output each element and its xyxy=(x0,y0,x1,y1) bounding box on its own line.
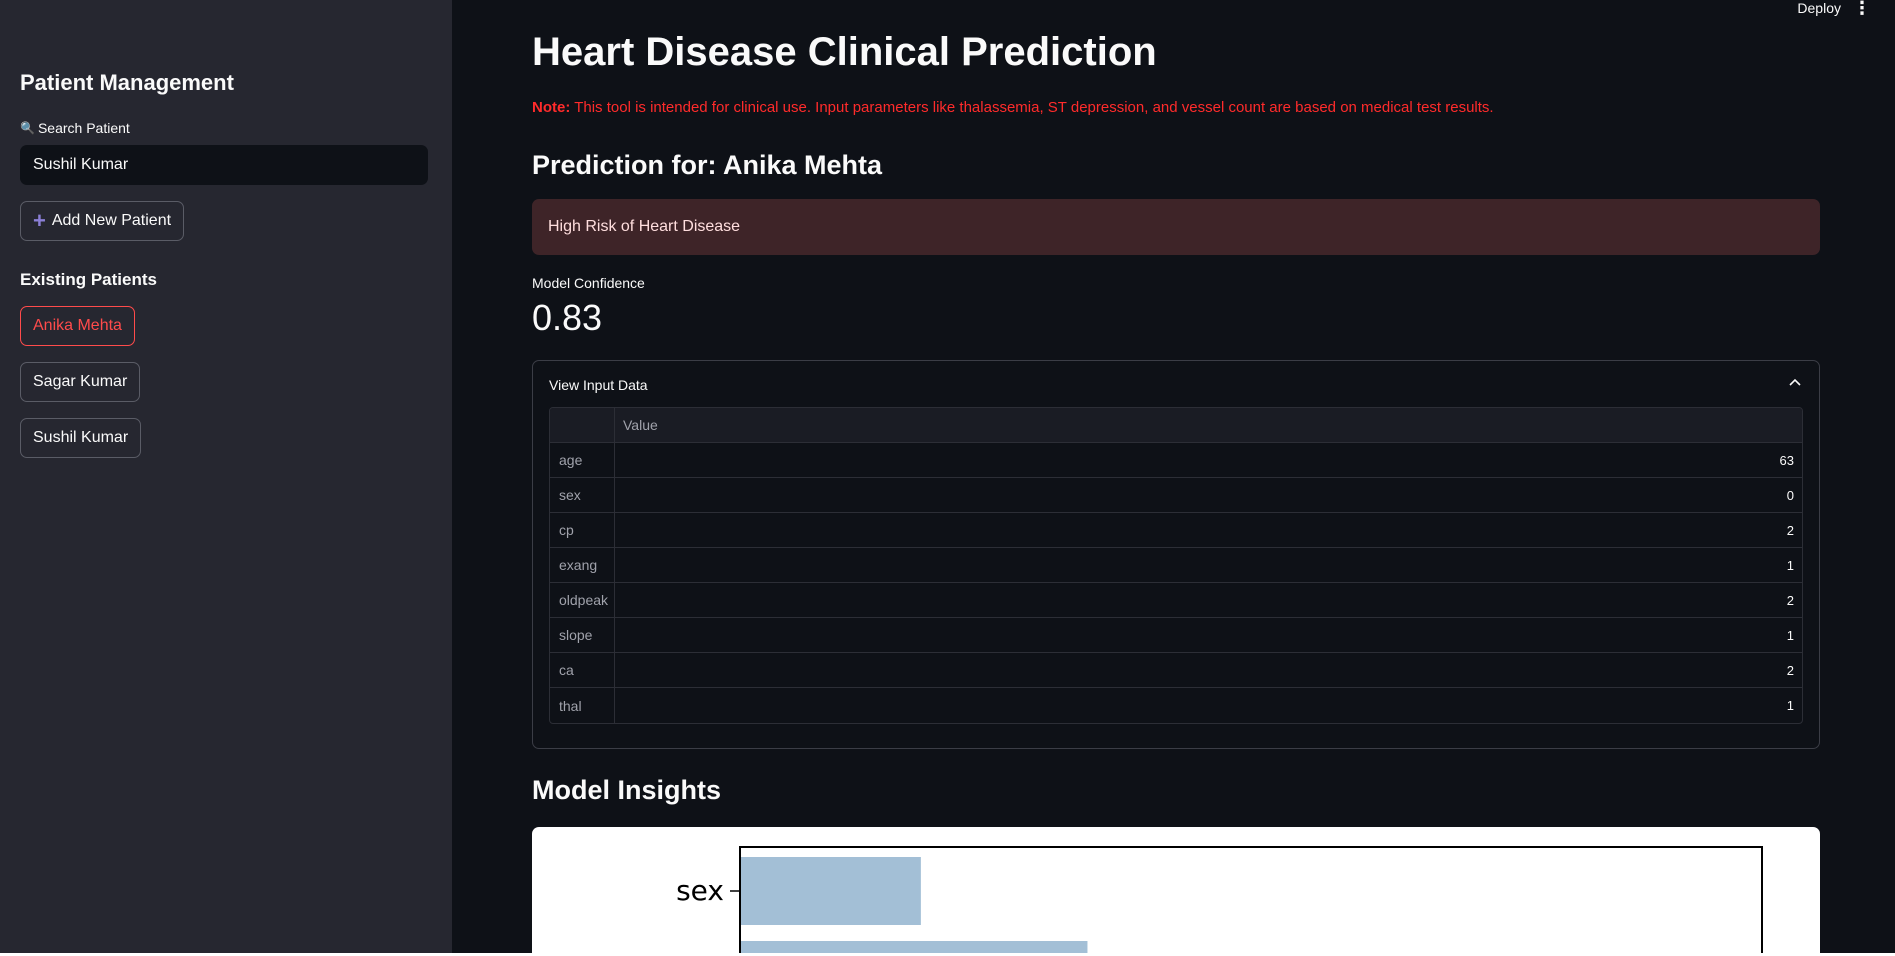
table-row: thal 1 xyxy=(550,688,1802,723)
value-column-header[interactable]: Value xyxy=(623,417,658,433)
page-title: Heart Disease Clinical Prediction xyxy=(532,30,1157,74)
row-key: ca xyxy=(550,653,615,687)
feature-importance-chart: sex xyxy=(532,827,1820,953)
table-row: oldpeak 2 xyxy=(550,583,1802,618)
add-new-patient-button[interactable]: + Add New Patient xyxy=(20,201,185,241)
prediction-title: Prediction for: Anika Mehta xyxy=(532,150,883,180)
patient-button-sushil-kumar[interactable]: Sushil Kumar xyxy=(20,418,142,458)
risk-alert: High Risk of Heart Disease xyxy=(532,199,1820,255)
row-value: 1 xyxy=(1786,627,1794,643)
index-header xyxy=(550,408,615,442)
row-value: 2 xyxy=(1786,522,1794,538)
row-value: 1 xyxy=(1786,698,1794,713)
row-value: 0 xyxy=(1786,487,1794,503)
table-row: slope 1 xyxy=(550,618,1802,653)
search-label: 🔍 Search Patient xyxy=(20,120,130,136)
chart-frame xyxy=(739,846,1763,953)
search-input[interactable] xyxy=(20,145,428,185)
row-key: exang xyxy=(550,548,615,582)
search-label-text: Search Patient xyxy=(37,120,130,136)
row-key: age xyxy=(550,443,615,477)
chevron-up-icon[interactable] xyxy=(1789,373,1801,389)
row-value: 1 xyxy=(1786,557,1794,573)
existing-patients-title: Existing Patients xyxy=(20,270,157,289)
table-header-row: Value xyxy=(550,408,1802,443)
row-key: oldpeak xyxy=(550,583,615,617)
table-row: sex 0 xyxy=(550,478,1802,513)
patient-button-sagar-kumar[interactable]: Sagar Kumar xyxy=(20,362,141,402)
table-row: ca 2 xyxy=(550,653,1802,688)
row-value: 2 xyxy=(1786,662,1794,678)
row-value: 2 xyxy=(1786,592,1794,608)
row-value: 63 xyxy=(1779,452,1794,468)
risk-alert-text: High Risk of Heart Disease xyxy=(548,218,741,235)
metric-value: 0.83 xyxy=(532,297,603,338)
deploy-button[interactable]: Deploy xyxy=(1797,0,1841,16)
bar-partial xyxy=(741,941,1088,953)
note-label: Note: xyxy=(532,99,571,116)
table-row: age 63 xyxy=(550,443,1802,478)
table-row: exang 1 xyxy=(550,548,1802,583)
table-row: cp 2 xyxy=(550,513,1802,548)
main-area: Deploy ⋮ Heart Disease Clinical Predicti… xyxy=(452,0,1895,953)
row-key: thal xyxy=(550,688,615,723)
plus-icon: + xyxy=(33,208,46,233)
patient-button-anika-mehta[interactable]: Anika Mehta xyxy=(20,306,135,346)
row-key: cp xyxy=(550,513,615,547)
row-key: slope xyxy=(550,618,615,652)
main-menu-icon[interactable]: ⋮ xyxy=(1853,0,1871,18)
tick-label-sex: sex xyxy=(676,874,724,907)
note-text: This tool is intended for clinical use. … xyxy=(570,99,1494,116)
model-insights-title: Model Insights xyxy=(532,775,721,805)
sidebar: Patient Management 🔍 Search Patient + Ad… xyxy=(0,0,452,953)
chart-svg: sex xyxy=(676,846,1763,953)
metric-label: Model Confidence xyxy=(532,275,645,291)
magnifier-icon: 🔍 xyxy=(20,121,35,135)
clinical-note: Note: This tool is intended for clinical… xyxy=(532,99,1494,116)
input-data-table: Value age 63 sex 0 cp 2 exang 1 oldpeak 2 slope 1 ca… xyxy=(549,407,1803,724)
input-data-expander: View Input Data Value age 63 sex 0 cp 2 exang 1… xyxy=(532,360,1820,749)
expander-header[interactable]: View Input Data xyxy=(549,377,648,393)
row-key: sex xyxy=(550,478,615,512)
bar-sex xyxy=(741,857,921,925)
add-new-patient-label: Add New Patient xyxy=(51,212,172,229)
sidebar-title: Patient Management xyxy=(20,70,234,95)
